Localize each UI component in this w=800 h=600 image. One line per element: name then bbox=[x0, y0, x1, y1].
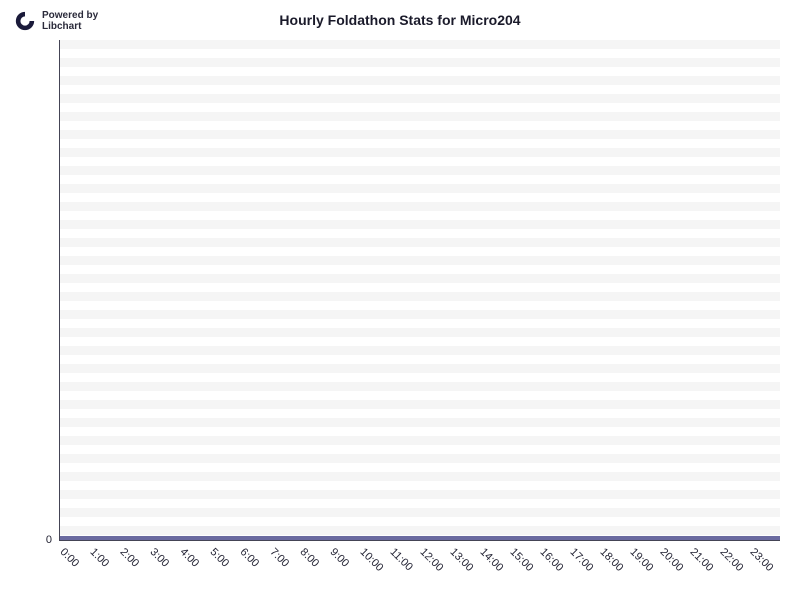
x-tick-label: 12:00 bbox=[418, 546, 446, 574]
chart-title: Hourly Foldathon Stats for Micro204 bbox=[0, 12, 800, 28]
x-tick-label: 1:00 bbox=[88, 546, 112, 570]
x-tick-label: 16:00 bbox=[538, 546, 566, 574]
x-tick-label: 7:00 bbox=[268, 546, 292, 570]
x-tick-label: 8:00 bbox=[298, 546, 322, 570]
x-tick-label: 4:00 bbox=[178, 546, 202, 570]
x-tick-label: 14:00 bbox=[478, 546, 506, 574]
y-axis-line bbox=[59, 40, 60, 540]
x-tick-label: 18:00 bbox=[598, 546, 626, 574]
x-tick-label: 20:00 bbox=[658, 546, 686, 574]
x-tick-label: 11:00 bbox=[388, 546, 415, 573]
y-tick-label: 0 bbox=[0, 534, 52, 546]
x-tick-label: 19:00 bbox=[628, 546, 656, 574]
x-tick-label: 15:00 bbox=[508, 546, 536, 574]
x-tick-label: 6:00 bbox=[238, 546, 262, 570]
x-tick-label: 3:00 bbox=[148, 546, 172, 570]
plot-background bbox=[60, 40, 780, 540]
x-tick-label: 0:00 bbox=[58, 546, 82, 570]
plot-area bbox=[60, 40, 780, 540]
x-axis-line bbox=[59, 540, 780, 541]
x-tick-label: 2:00 bbox=[118, 546, 142, 570]
x-tick-label: 13:00 bbox=[448, 546, 476, 574]
x-tick-label: 10:00 bbox=[358, 546, 386, 574]
chart-container: Powered by Libchart Hourly Foldathon Sta… bbox=[0, 0, 800, 600]
x-tick-label: 22:00 bbox=[718, 546, 746, 574]
x-tick-label: 21:00 bbox=[688, 546, 716, 574]
x-tick-label: 5:00 bbox=[208, 546, 232, 570]
x-tick-label: 23:00 bbox=[748, 546, 776, 574]
x-tick-label: 9:00 bbox=[328, 546, 352, 570]
series-baseline bbox=[60, 536, 780, 540]
x-tick-label: 17:00 bbox=[568, 546, 596, 574]
